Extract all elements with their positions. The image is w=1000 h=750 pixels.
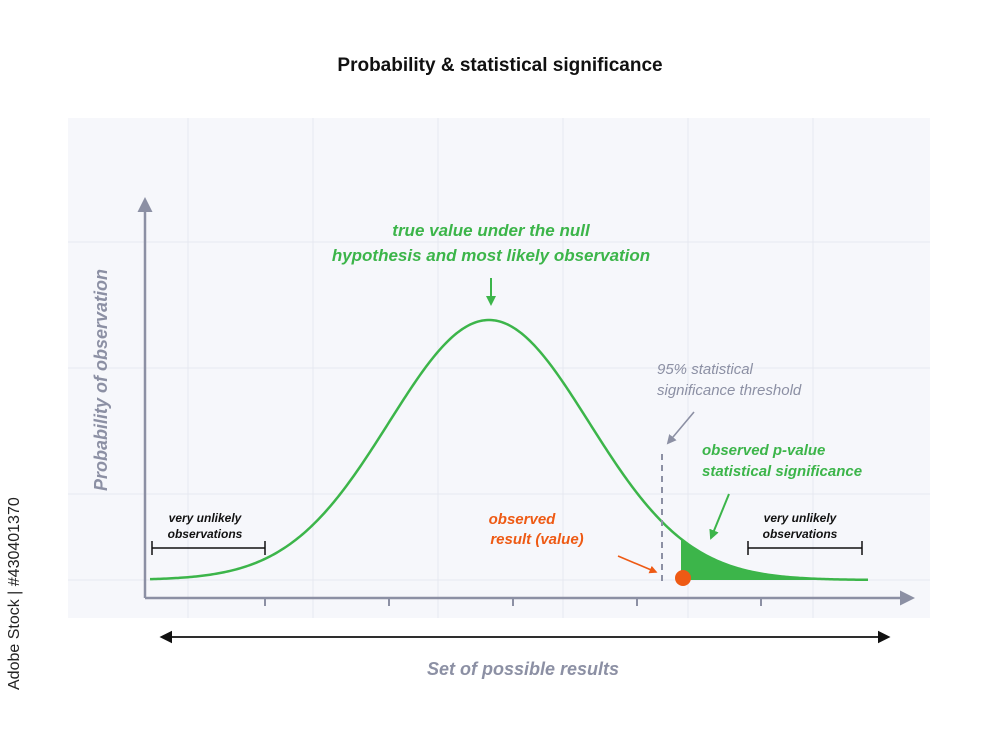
- observed-arrow: [617, 555, 658, 574]
- right-tail-label-line1: very unlikely: [764, 511, 838, 525]
- x-axis-label: Set of possible results: [427, 659, 619, 679]
- stock-id-label: Adobe Stock | #430401370: [6, 497, 23, 690]
- bell-curve: [149, 318, 869, 582]
- chart-title: Probability & statistical significance: [337, 55, 663, 76]
- p-value-label-line1: observed p-value: [702, 442, 825, 459]
- peak-label-line2: hypothesis and most likely observation: [332, 246, 650, 265]
- right-tail-label-line2: observations: [763, 527, 838, 541]
- p-value-arrow: [709, 493, 730, 540]
- left-tail-bracket: [151, 541, 266, 555]
- x-axis-ticks: [264, 598, 762, 606]
- right-tail-bracket: [747, 541, 863, 555]
- p-value-area: [681, 538, 868, 580]
- observed-label-line2: result (value): [490, 531, 583, 548]
- y-axis-label: Probability of observation: [91, 269, 111, 491]
- observed-label-line1: observed: [489, 511, 557, 528]
- p-value-label-line2: statistical significance: [702, 463, 862, 480]
- left-tail-label-line2: observations: [168, 527, 243, 541]
- threshold-label-line2: significance threshold: [657, 382, 802, 399]
- threshold-label-line1: 95% statistical: [657, 361, 754, 378]
- observed-result-point: [675, 570, 691, 586]
- peak-label-line1: true value under the null: [392, 221, 591, 240]
- left-tail-label-line1: very unlikely: [169, 511, 243, 525]
- threshold-arrow: [666, 411, 695, 445]
